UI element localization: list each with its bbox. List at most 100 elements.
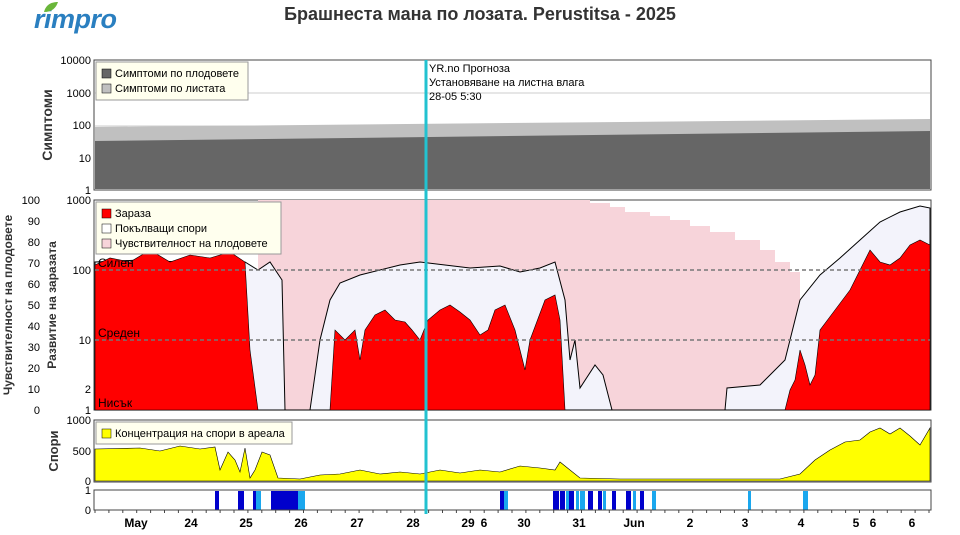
wetness-bar <box>253 491 256 510</box>
legend-fruit-susceptibility: Чувствителност на плодовете <box>115 238 268 250</box>
x-tick-label: 27 <box>350 516 364 530</box>
symptoms-tick: 1 <box>85 185 91 197</box>
wetness-bar <box>612 491 616 510</box>
symptoms-tick: 10000 <box>60 55 91 67</box>
germinating-spores-area <box>94 205 931 411</box>
x-tick-label: 24 <box>184 516 198 530</box>
symptoms-panel: Симптоми 10000 1000 100 10 1 Симптоми по… <box>39 55 932 197</box>
infection-left-tick: 60 <box>28 279 40 291</box>
spores-tick: 500 <box>73 446 91 458</box>
x-tick-label: 6 <box>481 516 488 530</box>
infection-legend: Зараза Покълващи спори Чувствителност на… <box>95 201 282 255</box>
leaf-icon <box>44 2 58 12</box>
infection-left-tick: 30 <box>28 342 40 354</box>
infection-right-tick: 1000 <box>67 195 91 207</box>
page-title: Брашнеста мана по лозата. Perustitsa - 2… <box>284 4 676 24</box>
x-tick-label: 30 <box>517 516 531 530</box>
wetness-bar <box>603 491 606 510</box>
forecast-line-2: Установяване на листна влага <box>429 77 585 89</box>
x-tick-label: 26 <box>294 516 308 530</box>
legend-leaf-symptoms: Симптоми по листата <box>115 83 226 95</box>
wetness-bar <box>569 491 574 510</box>
x-tick-label: 2 <box>687 516 694 530</box>
wetness-bar <box>256 491 261 510</box>
spores-tick: 0 <box>85 476 91 488</box>
wetness-bar <box>598 491 602 510</box>
spore-concentration-area <box>94 426 931 482</box>
infection-panel: Силен Среден Нисък Чувствителност на пло… <box>1 195 932 417</box>
forecast-line-3: 28-05 5:30 <box>429 91 482 103</box>
infection-left-tick: 70 <box>28 258 40 270</box>
x-tick-label: 6 <box>909 516 916 530</box>
infection-right-tick: 100 <box>73 265 91 277</box>
legend-spore-concentration: Концентрация на спори в ареала <box>115 428 286 440</box>
x-tick-label: 4 <box>798 516 805 530</box>
x-tick-label: 3 <box>742 516 749 530</box>
infection-left-tick: 20 <box>28 363 40 375</box>
infection-left-tick: 0 <box>34 405 40 417</box>
forecast-line-1: YR.no Прогноза <box>429 63 511 75</box>
spores-panel: Спори 1000 500 0 Концентрация на спори в… <box>46 415 932 488</box>
x-tick-label: 5 <box>853 516 860 530</box>
wetness-bar <box>566 491 569 510</box>
wetness-bar <box>215 491 219 510</box>
spores-ylabel: Спори <box>46 430 61 471</box>
level-medium-label: Среден <box>98 326 140 340</box>
infection-left-tick: 80 <box>28 237 40 249</box>
wetness-panel: 1 0 <box>85 485 932 517</box>
legend-infection: Зараза <box>115 208 152 220</box>
spores-tick: 1000 <box>67 415 91 427</box>
x-tick-label: May <box>124 516 148 530</box>
infection-left-tick: 50 <box>28 300 40 312</box>
level-high-label: Силен <box>98 256 134 270</box>
infection-right-tick: 2 <box>85 384 91 396</box>
wetness-bar <box>652 491 656 510</box>
x-tick-label: 31 <box>572 516 586 530</box>
wetness-tick: 1 <box>85 485 91 497</box>
infection-ylabel-right: Развитие на заразата <box>45 241 59 369</box>
infection-left-tick: 100 <box>22 195 40 207</box>
symptoms-ylabel: Симптоми <box>39 89 55 161</box>
wetness-bars <box>215 491 808 510</box>
wetness-bar <box>633 491 636 510</box>
wetness-bar <box>626 491 631 510</box>
level-low-label: Нисък <box>98 396 133 410</box>
wetness-bar <box>576 491 579 510</box>
wetness-bar <box>500 491 504 510</box>
wetness-bar <box>803 491 808 510</box>
wetness-bar <box>640 491 644 510</box>
x-tick-label: 6 <box>870 516 877 530</box>
infection-right-tick: 10 <box>79 335 91 347</box>
symptoms-tick: 10 <box>79 153 91 165</box>
wetness-bar <box>588 491 593 510</box>
wetness-bar <box>298 491 301 510</box>
legend-germinating: Покълващи спори <box>115 223 207 235</box>
symptoms-tick: 1000 <box>67 88 91 100</box>
wetness-bar <box>580 491 585 510</box>
x-tick-label: 25 <box>239 516 253 530</box>
x-axis: May 24 25 26 27 28 29 6 30 31 Jun 2 3 4 5 6 6 <box>94 509 931 530</box>
x-tick-label: Jun <box>623 516 644 530</box>
x-tick-label: 29 <box>461 516 475 530</box>
symptoms-legend: Симптоми по плодовете Симптоми по листат… <box>95 61 249 101</box>
wetness-bar <box>748 491 751 510</box>
wetness-bar <box>301 491 305 510</box>
infection-left-tick: 90 <box>28 216 40 228</box>
wetness-bar <box>271 491 299 510</box>
wetness-bar <box>560 491 565 510</box>
infection-left-tick: 10 <box>28 384 40 396</box>
x-tick-label: 28 <box>406 516 420 530</box>
infection-right-tick: 1 <box>85 405 91 417</box>
fruit-symptoms-area <box>95 131 930 189</box>
infection-left-tick: 40 <box>28 321 40 333</box>
wetness-bar <box>553 491 559 510</box>
wetness-bar <box>504 491 508 510</box>
wetness-bar <box>238 491 244 510</box>
symptoms-tick: 100 <box>73 120 91 132</box>
wetness-tick: 0 <box>85 505 91 517</box>
legend-fruit-symptoms: Симптоми по плодовете <box>115 68 239 80</box>
infection-ylabel-left: Чувствителност на плодовете <box>1 215 15 396</box>
spores-legend: Концентрация на спори в ареала <box>95 421 293 445</box>
